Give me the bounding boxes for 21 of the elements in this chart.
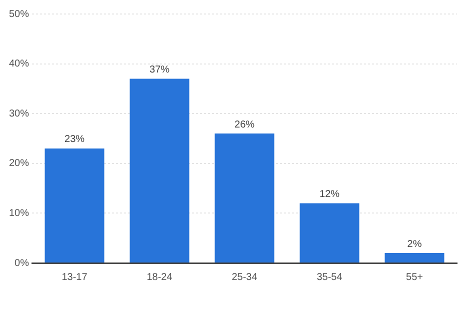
y-tick-label: 20%: [9, 158, 30, 170]
data-label: 12%: [319, 188, 340, 200]
bar: [214, 134, 274, 262]
data-label: 23%: [64, 134, 85, 146]
x-tick-label: 35-54: [316, 272, 343, 283]
y-tick-label: 40%: [9, 58, 30, 70]
data-label: 2%: [407, 238, 422, 250]
data-label: 26%: [234, 119, 255, 130]
y-tick-label: 10%: [9, 208, 30, 219]
bar: [130, 78, 190, 262]
x-tick-label: 18-24: [146, 272, 173, 283]
data-label: 37%: [150, 64, 170, 76]
bar: [44, 148, 104, 262]
x-tick-label: 55+: [406, 272, 424, 283]
bar: [300, 203, 360, 262]
y-tick-label: 0%: [14, 258, 30, 269]
y-tick-label: 50%: [9, 8, 30, 20]
bar: [384, 253, 444, 262]
y-tick-label: 30%: [9, 108, 30, 120]
x-tick-label: 25-34: [232, 272, 258, 283]
x-tick-label: 13-17: [62, 272, 88, 283]
